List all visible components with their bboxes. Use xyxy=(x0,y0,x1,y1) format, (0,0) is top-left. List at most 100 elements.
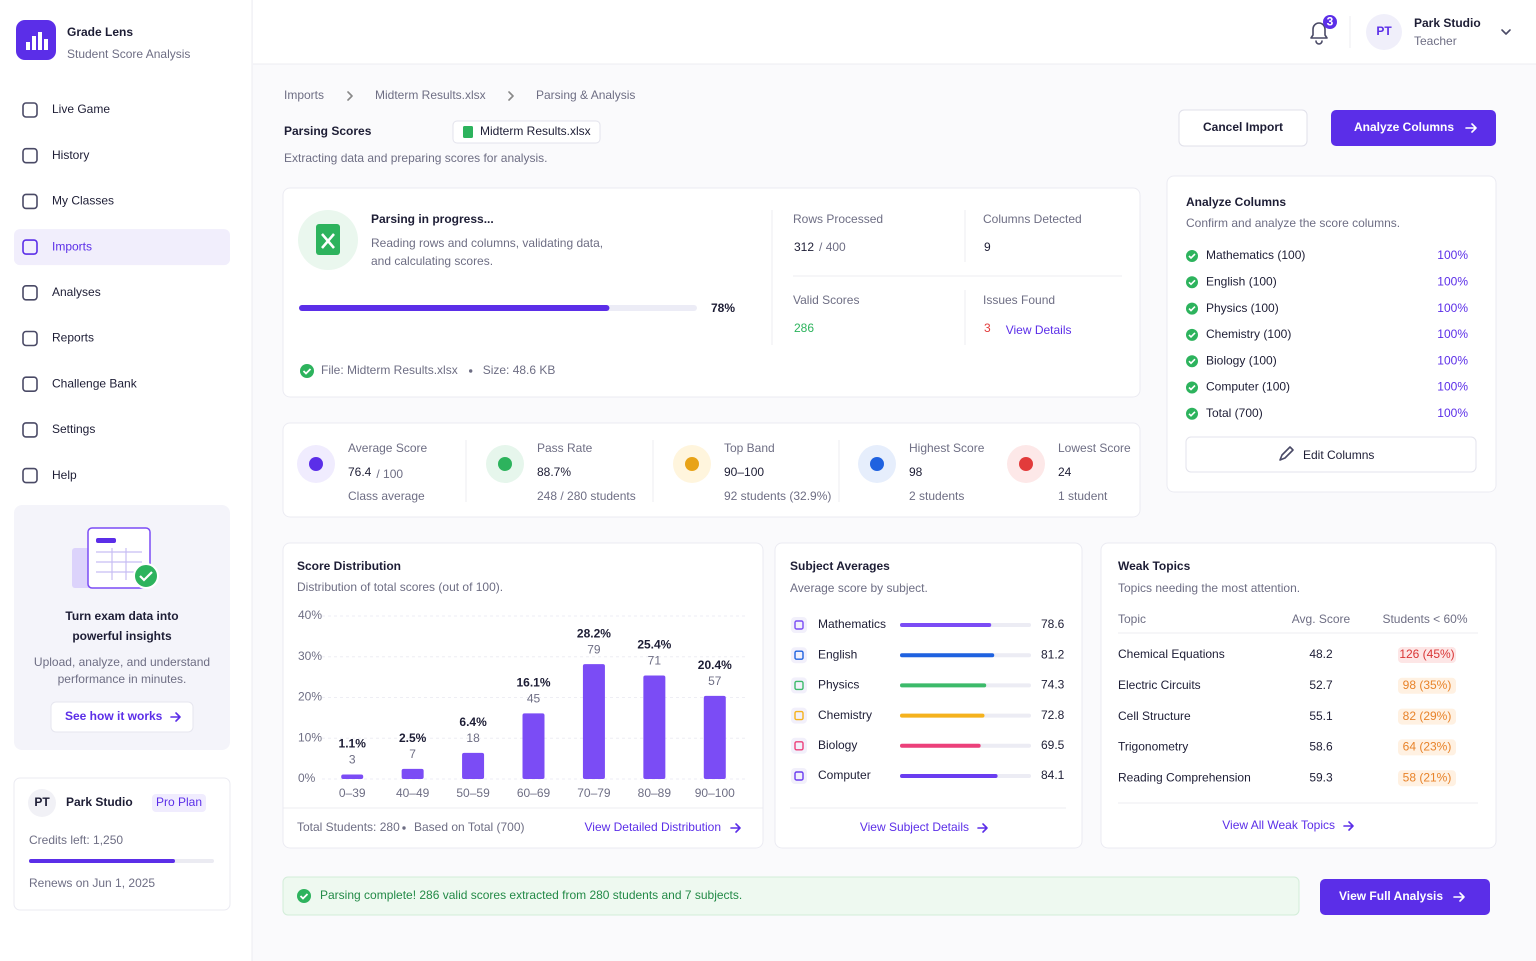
table-header: Students < 60% xyxy=(1382,612,1467,626)
subject-bar xyxy=(900,713,985,718)
kpi-note: 248 / 280 students xyxy=(537,489,636,503)
kpi-label: Top Band xyxy=(724,441,775,455)
cancel-button[interactable] xyxy=(1178,109,1308,147)
header xyxy=(253,0,1536,64)
subject-value: 81.2 xyxy=(1041,647,1065,661)
kpi-value: 90–100 xyxy=(724,465,764,479)
subject-bar xyxy=(900,743,981,748)
progress-percent: 78% xyxy=(711,301,735,315)
progress-text: and calculating scores. xyxy=(371,254,493,268)
analyze-button[interactable] xyxy=(1331,110,1496,146)
nav-item[interactable]: Settings xyxy=(52,422,95,436)
topic-count: 64 (23%) xyxy=(1403,740,1452,754)
table-header: Topic xyxy=(1118,612,1146,626)
bar xyxy=(401,768,424,779)
kpi-label: Lowest Score xyxy=(1058,441,1131,455)
arrow-icon xyxy=(1343,821,1354,831)
bell-icon[interactable] xyxy=(1310,22,1328,45)
topic-score: 55.1 xyxy=(1309,709,1333,723)
topic-score: 48.2 xyxy=(1309,647,1333,661)
topic-pill xyxy=(1398,647,1456,663)
distribution-link[interactable]: View Detailed Distribution xyxy=(584,820,721,834)
subjects-title: Subject Averages xyxy=(790,559,890,573)
excel-mark xyxy=(321,233,335,249)
subjects-card xyxy=(774,542,1083,849)
nav-item[interactable]: History xyxy=(52,148,89,162)
value-label: 1.1% xyxy=(339,737,367,751)
stat-value: 3 xyxy=(984,321,991,335)
kpi-note: 1 student xyxy=(1058,489,1108,503)
subject-icon xyxy=(791,647,807,664)
full-analysis-button[interactable] xyxy=(1320,879,1490,915)
renews: Renews on Jun 1, 2025 xyxy=(29,876,155,890)
progress-text: Reading rows and columns, validating dat… xyxy=(371,236,603,250)
topic-count: 58 (21%) xyxy=(1403,770,1452,784)
edit-columns-button[interactable] xyxy=(1185,436,1477,473)
check-mark xyxy=(1188,332,1196,339)
page-subtitle: Extracting data and preparing scores for… xyxy=(284,151,547,165)
user-avatar[interactable] xyxy=(1366,14,1402,50)
subject-bar xyxy=(900,623,992,627)
nav-icon xyxy=(22,467,38,484)
y-tick-label: 30% xyxy=(298,649,322,663)
account-avatar xyxy=(28,789,56,817)
arrow-icon xyxy=(730,823,741,833)
x-tick-label: 50–59 xyxy=(456,786,490,800)
distribution-basis: Based on Total (700) xyxy=(414,820,525,834)
user-role: Teacher xyxy=(1414,34,1457,48)
nav-item[interactable]: Live Game xyxy=(52,102,110,116)
breadcrumb[interactable]: Midterm Results.xlsx xyxy=(375,88,486,102)
subject-value: 84.1 xyxy=(1041,768,1065,782)
nav-active-bg xyxy=(14,229,230,266)
topic-pill xyxy=(1398,708,1456,725)
nav-item[interactable]: Reports xyxy=(52,331,94,345)
kpi-dividers xyxy=(465,440,840,502)
y-tick-label: 40% xyxy=(298,608,322,622)
cancel-label[interactable]: Cancel Import xyxy=(1203,120,1283,134)
check-mark xyxy=(302,368,312,375)
count-label: 3 xyxy=(349,753,356,767)
kpi-icon xyxy=(309,457,323,471)
x-tick-label: 80–89 xyxy=(638,786,672,800)
analyze-label[interactable]: Analyze Columns xyxy=(1354,120,1454,134)
column-status: 100% xyxy=(1437,406,1468,420)
weak-link[interactable]: View All Weak Topics xyxy=(1222,818,1335,832)
subject-icon-mark xyxy=(794,680,804,691)
nav-item[interactable]: My Classes xyxy=(52,194,114,208)
promo-button[interactable] xyxy=(50,701,194,733)
nav-item[interactable]: Imports xyxy=(52,239,92,253)
nav-icon xyxy=(22,330,38,347)
topic-name: Electric Circuits xyxy=(1118,678,1201,692)
nav-item[interactable]: Analyses xyxy=(52,285,101,299)
subjects-link[interactable]: View Subject Details xyxy=(860,820,969,834)
edit-columns-label[interactable]: Edit Columns xyxy=(1303,448,1374,462)
stat-link[interactable]: View Details xyxy=(1006,323,1072,337)
kpi-card xyxy=(282,422,1141,518)
column-name: Computer (100) xyxy=(1206,380,1290,394)
chevron-icon[interactable] xyxy=(1501,29,1511,35)
check-mark xyxy=(1188,384,1196,391)
user-name: Park Studio xyxy=(1414,16,1481,30)
breadcrumb[interactable]: Imports xyxy=(284,88,324,102)
nav-icon xyxy=(22,147,38,164)
nav-item[interactable]: Help xyxy=(52,468,77,482)
logo-bars xyxy=(26,32,48,50)
full-analysis-label[interactable]: View Full Analysis xyxy=(1339,889,1443,903)
value-label: 25.4% xyxy=(637,638,671,652)
stat-total: / 400 xyxy=(819,240,846,254)
arrow-icon xyxy=(170,712,181,722)
subject-icon xyxy=(791,677,807,694)
tagline: Student Score Analysis xyxy=(67,47,190,61)
file-tag-label: Midterm Results.xlsx xyxy=(480,124,591,138)
promo-text: Upload, analyze, and understand xyxy=(34,655,210,669)
nav-item[interactable]: Challenge Bank xyxy=(52,376,138,390)
y-tick-label: 10% xyxy=(298,730,322,744)
kpi-note: 2 students xyxy=(909,489,964,503)
breadcrumb: Parsing & Analysis xyxy=(536,88,635,102)
progress-title: Parsing in progress... xyxy=(371,212,494,226)
count-label: 45 xyxy=(527,692,541,706)
promo-link[interactable]: See how it works xyxy=(65,709,163,723)
nav-icon xyxy=(22,193,38,210)
bar xyxy=(582,664,605,779)
column-name: English (100) xyxy=(1206,274,1277,288)
